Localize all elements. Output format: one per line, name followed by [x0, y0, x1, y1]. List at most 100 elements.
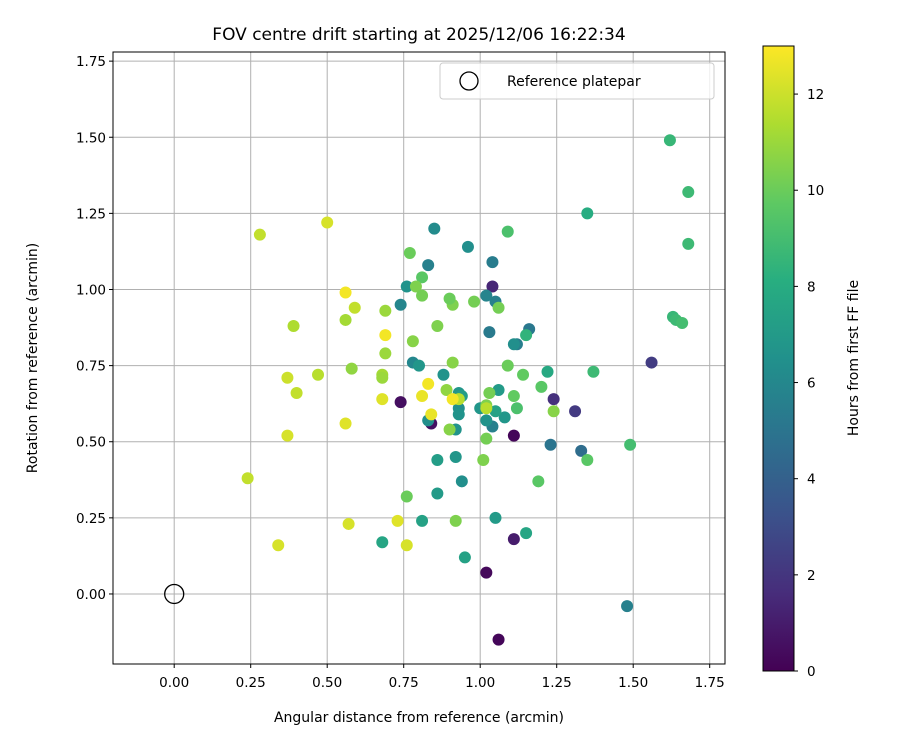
- data-point: [682, 186, 695, 199]
- data-point: [400, 490, 413, 503]
- data-point: [422, 377, 435, 390]
- data-point: [443, 423, 456, 436]
- data-point: [461, 240, 474, 253]
- data-point: [507, 338, 520, 351]
- data-point: [569, 405, 582, 418]
- y-tick-label: 0.75: [76, 359, 106, 375]
- data-point: [376, 393, 389, 406]
- data-points: [241, 134, 695, 646]
- data-point: [520, 329, 533, 342]
- y-tick-label: 1.00: [76, 282, 106, 298]
- y-tick-label: 0.25: [76, 511, 106, 527]
- colorbar-tick-label: 6: [807, 376, 816, 392]
- y-tick-label: 0.50: [76, 435, 106, 451]
- colorbar-tick-label: 8: [807, 279, 816, 295]
- data-point: [425, 408, 438, 421]
- y-axis-label: Rotation from reference (arcmin): [25, 243, 41, 473]
- data-point: [321, 216, 334, 229]
- chart-title: FOV centre drift starting at 2025/12/06 …: [212, 25, 625, 45]
- data-point: [587, 365, 600, 378]
- data-point: [416, 271, 429, 284]
- y-tick-label: 1.50: [76, 130, 106, 146]
- data-point: [449, 450, 462, 463]
- data-point: [379, 304, 392, 317]
- data-point: [428, 222, 441, 235]
- data-point: [458, 551, 471, 564]
- data-point: [532, 475, 545, 488]
- data-point: [345, 362, 358, 375]
- data-point: [492, 633, 505, 646]
- data-point: [544, 438, 557, 451]
- legend-label: Reference platepar: [507, 74, 641, 90]
- data-point: [581, 207, 594, 220]
- data-point: [489, 511, 502, 524]
- data-point: [507, 429, 520, 442]
- data-point: [621, 600, 634, 613]
- legend: Reference platepar: [439, 62, 715, 100]
- data-point: [394, 298, 407, 311]
- data-point: [416, 289, 429, 302]
- x-tick-label: 0.25: [236, 675, 266, 691]
- data-point: [575, 444, 588, 457]
- data-point: [409, 280, 422, 293]
- data-point: [541, 365, 554, 378]
- data-point: [480, 566, 493, 579]
- data-point: [452, 408, 465, 421]
- data-point: [682, 237, 695, 250]
- data-point: [486, 256, 499, 269]
- x-tick-label: 0.50: [312, 675, 342, 691]
- data-point: [483, 387, 496, 400]
- colorbar-tick-label: 4: [807, 472, 816, 488]
- data-point: [253, 228, 266, 241]
- data-point: [437, 368, 450, 381]
- colorbar-tick-label: 0: [807, 664, 816, 680]
- data-point: [339, 286, 352, 299]
- data-point: [492, 301, 505, 314]
- data-point: [477, 454, 490, 466]
- reference-point-layer: [164, 583, 185, 605]
- data-point: [431, 487, 444, 500]
- y-axis-ticks: 0.00 0.25 0.50 0.75 1.00 1.25 1.50 1.75: [76, 54, 113, 603]
- data-point: [498, 411, 511, 424]
- data-point: [342, 517, 355, 530]
- data-point: [287, 320, 300, 333]
- colorbar-tick-label: 12: [807, 87, 824, 103]
- data-point: [492, 383, 505, 396]
- data-point: [376, 536, 389, 549]
- x-tick-label: 0.75: [389, 675, 419, 691]
- x-tick-label: 1.50: [618, 675, 648, 691]
- data-point: [312, 368, 325, 381]
- data-point: [422, 259, 435, 272]
- data-point: [480, 432, 493, 445]
- grid-lines: [113, 52, 725, 664]
- data-point: [483, 326, 496, 339]
- y-tick-label: 1.75: [76, 54, 106, 70]
- data-point: [446, 356, 459, 369]
- data-point: [391, 514, 404, 527]
- data-point: [281, 429, 294, 442]
- data-point: [510, 402, 523, 415]
- data-point: [431, 320, 444, 333]
- y-tick-label: 0.00: [76, 587, 106, 603]
- data-point: [403, 246, 416, 259]
- plot-frame: [112, 51, 726, 665]
- data-point: [400, 539, 413, 552]
- data-point: [290, 387, 303, 400]
- data-point: [281, 371, 294, 384]
- colorbar-tick-label: 10: [807, 183, 824, 199]
- data-point: [507, 533, 520, 546]
- x-tick-label: 1.75: [695, 675, 725, 691]
- data-point: [480, 402, 493, 415]
- data-point: [676, 316, 689, 329]
- data-point: [480, 289, 493, 302]
- data-point: [547, 405, 560, 418]
- data-point: [376, 371, 389, 384]
- data-point: [339, 313, 352, 326]
- colorbar-label: Hours from first FF file: [846, 280, 862, 436]
- data-point: [416, 514, 429, 527]
- data-point: [486, 280, 499, 293]
- data-point: [394, 396, 407, 409]
- colorbar-tick-label: 2: [807, 568, 816, 584]
- data-point: [517, 368, 530, 381]
